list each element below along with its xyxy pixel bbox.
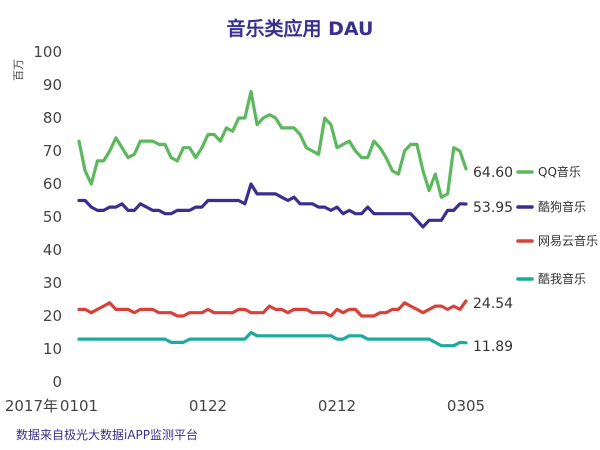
y-tick-label: 100 [33,43,62,61]
chart-title: 音乐类应用 DAU [226,18,374,40]
series-line-2 [77,299,468,318]
y-tick-label: 30 [43,274,62,292]
y-tick-label: 90 [43,76,62,94]
y-tick-label: 20 [43,307,62,325]
series-end-label: 53.95 [473,200,513,216]
y-tick-label: 80 [43,109,62,127]
x-tick-label: 0212 [318,397,356,415]
y-tick-label: 70 [43,142,62,160]
legend-label: 酷狗音乐 [538,199,586,214]
series-end-label: 11.89 [473,339,513,355]
y-tick-label: 0 [52,373,62,391]
legend-label: 网易云音乐 [538,233,598,248]
series-end-label: 24.54 [473,296,513,312]
x-tick-label: 0101 [60,397,98,415]
series-end-label: 64.60 [473,165,513,181]
y-tick-label: 60 [43,175,62,193]
x-tick-label: 0122 [189,397,227,415]
y-tick-label: 10 [43,340,62,358]
legend-label: QQ音乐 [538,164,581,179]
y-tick-label: 50 [43,208,62,226]
y-tick-label: 40 [43,241,62,259]
data-source-note: 数据来自极光大数据iAPP监测平台 [16,428,199,442]
legend-label: 酷我音乐 [538,271,586,286]
x-start-year-label: 2017年 [5,397,58,415]
y-axis-label: 百万 [12,59,25,81]
x-tick-label: 0305 [447,397,485,415]
series-line-3 [77,330,468,348]
series-line-0 [77,89,468,199]
series-line-1 [77,182,468,229]
